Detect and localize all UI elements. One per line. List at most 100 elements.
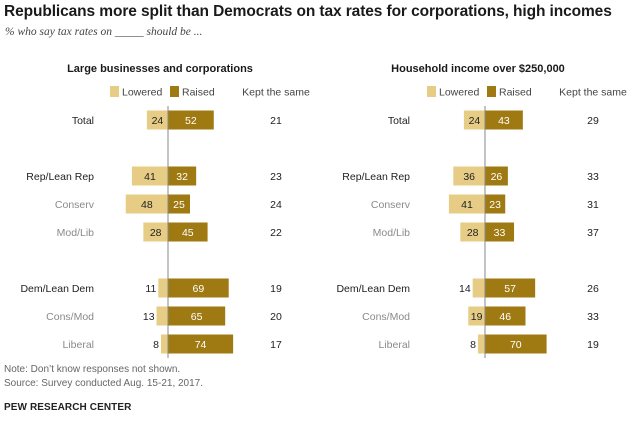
bar-lowered [468,306,485,326]
bar-raised [168,334,234,354]
value-label-raised: 46 [499,311,511,323]
chart-title: Republicans more split than Democrats on… [4,3,612,20]
value-label-kept-same: 19 [270,283,282,295]
value-label-lowered: 36 [463,171,475,183]
legend-swatch-lowered [427,86,436,97]
value-label-kept-same: 17 [270,339,282,351]
bar-raised [485,278,536,298]
value-label-kept-same: 26 [587,283,599,295]
value-label-raised: 25 [173,199,185,211]
legend-label-lowered: Lowered [122,87,162,99]
bar-raised [168,278,229,298]
value-label-kept-same: 19 [587,339,599,351]
bar-lowered [160,334,168,354]
category-label: Total [388,115,410,127]
bar-raised [485,222,515,242]
category-label: Liberal [62,339,94,351]
value-label-raised: 52 [185,115,197,127]
value-label-lowered: 48 [141,199,153,211]
bar-lowered [453,166,485,186]
chart-subtitle: % who say tax rates on _____ should be .… [5,26,203,38]
kept-same-header: Kept the same [242,87,310,99]
bar-lowered [463,110,485,130]
value-label-lowered: 13 [143,311,155,323]
source-note: Source: Survey conducted Aug. 15-21, 201… [4,378,204,389]
value-label-raised: 70 [510,339,522,351]
value-label-raised: 43 [498,115,510,127]
panel-title: Large businesses and corporations [67,63,253,75]
value-label-raised: 32 [176,171,188,183]
bar-raised [485,306,526,326]
bar-lowered [158,278,168,298]
value-label-raised: 65 [191,311,203,323]
bar-lowered [477,334,485,354]
bar-raised [485,110,523,130]
value-label-kept-same: 23 [270,171,282,183]
bar-lowered [156,306,168,326]
value-label-kept-same: 37 [587,227,599,239]
bar-lowered [146,110,168,130]
value-label-raised: 26 [491,171,503,183]
value-label-raised: 33 [494,227,506,239]
value-label-lowered: 41 [144,171,156,183]
value-label-raised: 45 [182,227,194,239]
value-label-kept-same: 20 [270,311,282,323]
value-label-lowered: 41 [461,199,473,211]
value-label-lowered: 24 [152,115,164,127]
value-label-lowered: 8 [470,339,476,351]
value-label-kept-same: 31 [587,199,599,211]
value-label-kept-same: 21 [270,115,282,127]
category-label: Cons/Mod [46,311,94,323]
footnote: Note: Don’t know responses not shown. [4,364,181,375]
category-label: Dem/Lean Dem [336,283,410,295]
legend-label-raised: Raised [499,87,532,99]
bar-lowered [131,166,168,186]
bar-raised [168,110,214,130]
bar-raised [485,194,506,214]
kept-same-header: Kept the same [559,87,627,99]
value-label-lowered: 19 [471,311,483,323]
value-label-raised: 23 [489,199,501,211]
bar-raised [168,222,208,242]
bar-lowered [460,222,485,242]
bar-lowered [448,194,485,214]
value-label-raised: 69 [193,283,205,295]
category-label: Total [72,115,94,127]
category-label: Mod/Lib [57,227,95,239]
legend-label-raised: Raised [182,87,215,99]
bar-raised [168,194,190,214]
category-label: Cons/Mod [362,311,410,323]
bar-lowered [472,278,485,298]
value-label-lowered: 11 [145,283,156,295]
legend-swatch-raised [487,86,496,97]
value-label-lowered: 24 [469,115,481,127]
value-label-kept-same: 33 [587,171,599,183]
category-label: Liberal [378,339,410,351]
bar-lowered [143,222,168,242]
bar-lowered [125,194,168,214]
bar-raised [485,334,547,354]
value-label-lowered: 28 [150,227,162,239]
category-label: Conserv [55,199,95,211]
value-label-kept-same: 22 [270,227,282,239]
value-label-kept-same: 29 [587,115,599,127]
category-label: Dem/Lean Dem [20,283,94,295]
brand-logo-text: PEW RESEARCH CENTER [4,402,132,413]
legend-swatch-lowered [110,86,119,97]
bar-raised [485,166,508,186]
bar-raised [168,306,226,326]
category-label: Conserv [371,199,411,211]
legend-label-lowered: Lowered [439,87,479,99]
value-label-lowered: 28 [467,227,479,239]
value-label-kept-same: 24 [270,199,282,211]
category-label: Mod/Lib [373,227,411,239]
category-label: Rep/Lean Rep [26,171,94,183]
value-label-lowered: 14 [459,283,471,295]
bar-raised [168,166,197,186]
value-label-kept-same: 33 [587,311,599,323]
value-label-raised: 74 [195,339,207,351]
category-label: Rep/Lean Rep [342,171,410,183]
value-label-lowered: 8 [153,339,159,351]
panel-title: Household income over $250,000 [391,63,565,75]
